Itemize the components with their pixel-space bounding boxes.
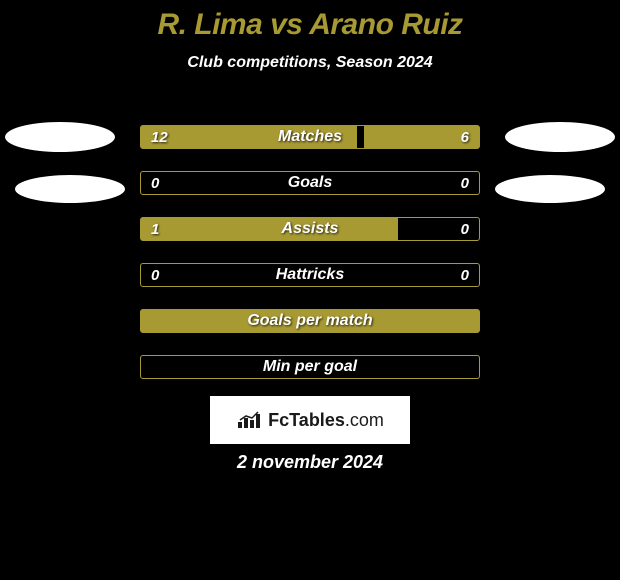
player-right-avatar [505,122,615,152]
stat-right-value: 0 [461,218,469,240]
stats-container: 12 Matches 6 0 Goals 0 1 Assists 0 0 Hat… [140,125,480,401]
stat-label: Min per goal [141,356,479,378]
stat-row-hattricks: 0 Hattricks 0 [140,263,480,287]
subtitle: Club competitions, Season 2024 [0,54,620,72]
stat-label: Assists [141,218,479,240]
stat-row-assists: 1 Assists 0 [140,217,480,241]
stat-right-value: 0 [461,172,469,194]
page-title: R. Lima vs Arano Ruiz [0,0,620,42]
stat-right-value: 6 [461,126,469,148]
stat-label: Matches [141,126,479,148]
brand-suffix: .com [345,410,384,430]
stat-right-value: 0 [461,264,469,286]
player-right-logo [495,175,605,203]
date-text: 2 november 2024 [0,452,620,473]
stat-label: Goals per match [141,310,479,332]
player-left-avatar [5,122,115,152]
player-left-logo [15,175,125,203]
stat-row-goals: 0 Goals 0 [140,171,480,195]
brand-text: FcTables.com [268,410,384,431]
chart-icon [236,410,264,430]
stat-label: Hattricks [141,264,479,286]
stat-row-min-per-goal: Min per goal [140,355,480,379]
brand-name: FcTables [268,410,345,430]
brand-badge[interactable]: FcTables.com [210,396,410,444]
stat-label: Goals [141,172,479,194]
stat-row-goals-per-match: Goals per match [140,309,480,333]
stat-row-matches: 12 Matches 6 [140,125,480,149]
